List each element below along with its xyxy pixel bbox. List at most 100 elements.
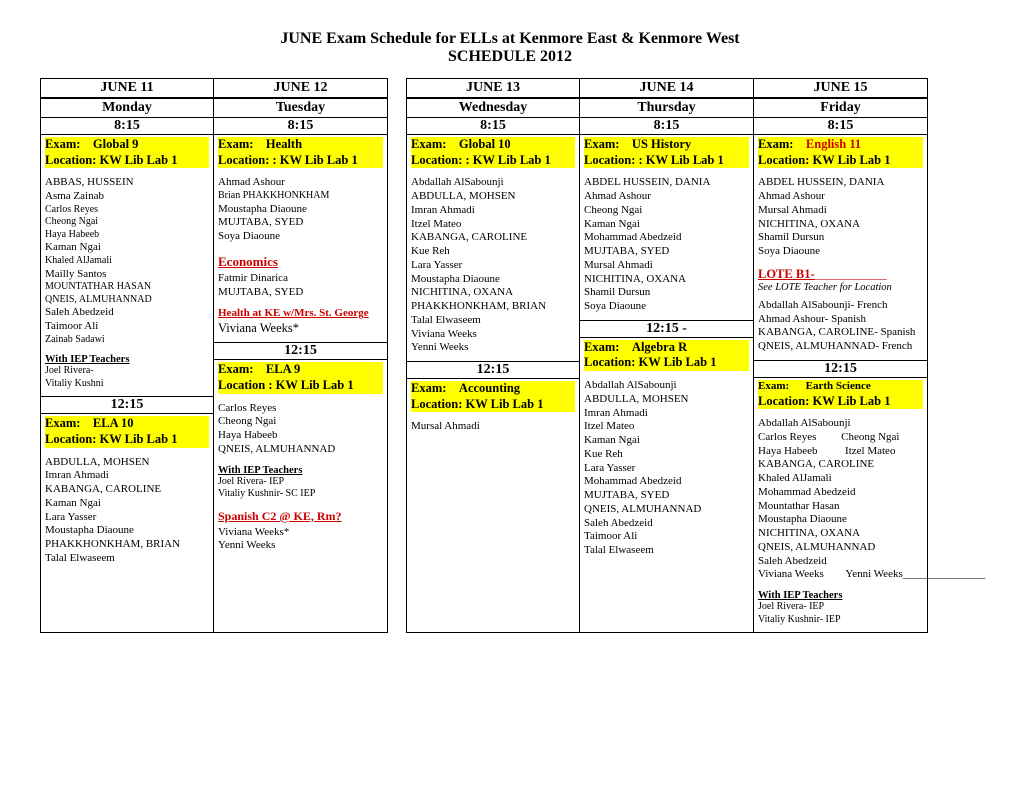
n: Talal Elwaseem <box>411 314 575 328</box>
exam-name: Accounting <box>459 381 520 395</box>
time-tue-pm: 12:15 <box>214 342 387 359</box>
n: Viviana Weeks <box>411 328 575 342</box>
n: Moustapha Diaoune <box>411 273 575 287</box>
n: ABDULLA, MOHSEN <box>45 456 209 470</box>
n: Fatmir Dinarica <box>218 272 383 286</box>
n: Shamil Dursun <box>584 286 749 300</box>
n: Kaman Ngai <box>45 497 209 511</box>
n: Mursal Ahmadi <box>411 420 575 434</box>
n: Imran Ahmadi <box>584 407 749 421</box>
econ-head: Economics <box>218 254 383 270</box>
cell-thu-am: Exam: US History Location: : KW Lib Lab … <box>580 134 753 320</box>
n: Taimoor Ali <box>45 320 209 334</box>
group-mon-tue: JUNE 11 Monday 8:15 Exam: Global 9 Locat… <box>40 78 388 633</box>
n: Yenni Weeks <box>411 341 575 355</box>
n: Imran Ahmadi <box>411 204 575 218</box>
n: Taimoor Ali <box>584 530 749 544</box>
n: Brian PHAKKHONKHAM <box>218 190 383 203</box>
n: Haya Habeeb Itzel Mateo <box>758 445 923 459</box>
exam-name: Global 10 <box>459 137 511 151</box>
n: Joel Rivera- <box>45 365 209 378</box>
health-ke-head: Health at KE w/Mrs. St. George <box>218 307 383 319</box>
n: Saleh Abedzeid <box>758 555 923 569</box>
loc: KW Lib Lab 1 <box>100 153 178 167</box>
n: PHAKKHONKHAM, BRIAN <box>45 538 209 552</box>
loc: : KW Lib Lab 1 <box>273 153 358 167</box>
n: Abdallah AlSabounji <box>758 417 923 431</box>
n: NICHITINA, OXANA <box>584 273 749 287</box>
n: Lara Yasser <box>45 511 209 525</box>
exam-label: Exam: <box>218 137 253 151</box>
n: Mailly Santos <box>45 268 209 282</box>
n: KABANGA, CAROLINE <box>411 231 575 245</box>
cell-fri-am: Exam: English 11 Location: KW Lib Lab 1 … <box>754 134 927 360</box>
iep-head: With IEP Teachers <box>758 590 923 601</box>
n: KABANGA, CAROLINE <box>45 483 209 497</box>
exam-label: Exam: <box>758 137 793 151</box>
n: Soya Diaoune <box>584 300 749 314</box>
n: Lara Yasser <box>584 462 749 476</box>
n: Mohammad Abedzeid <box>584 475 749 489</box>
cell-thu-pm: Exam: Algebra R Location: KW Lib Lab 1 A… <box>580 337 753 564</box>
n: Vitaliy Kushni <box>45 378 209 391</box>
n: Carlos Reyes <box>218 402 383 416</box>
loc-label: Location: <box>45 432 96 446</box>
loc-label: Location: <box>584 355 635 369</box>
exam-label: Exam: <box>218 362 253 376</box>
lote-note: See LOTE Teacher for Location <box>758 282 923 293</box>
exam-label: Exam: <box>45 137 80 151</box>
exam-label: Exam: <box>45 416 80 430</box>
n: Kaman Ngai <box>584 434 749 448</box>
exam-label: Exam: <box>411 381 446 395</box>
n: Itzel Mateo <box>584 420 749 434</box>
time-tue-am: 8:15 <box>214 118 387 134</box>
n: Kaman Ngai <box>45 241 209 255</box>
date-wed: JUNE 13 <box>407 78 579 98</box>
loc: KW Lib Lab 1 <box>100 432 178 446</box>
n: Ahmad Ashour- Spanish <box>758 313 923 327</box>
n: Mohammad Abedzeid <box>584 231 749 245</box>
loc: : KW Lib Lab 1 <box>466 153 551 167</box>
n: Abdallah AlSabounji- French <box>758 299 923 313</box>
date-thu: JUNE 14 <box>580 78 753 98</box>
page-subtitle: SCHEDULE 2012 <box>40 48 980 66</box>
exam-name: Global 9 <box>93 137 139 151</box>
n: Haya Habeeb <box>45 229 209 242</box>
n: ABDEL HUSSEIN, DANIA <box>584 176 749 190</box>
time-wed-pm: 12:15 <box>407 361 579 378</box>
n: QNEIS, ALMUHANNAD <box>218 443 383 457</box>
n: QNEIS, ALMUHANNAD- French <box>758 340 923 354</box>
n: Abdallah AlSabounji <box>584 379 749 393</box>
loc: : KW Lib Lab 1 <box>268 378 353 392</box>
n: QNEIS, ALMUHANNAD <box>758 541 923 555</box>
n: Ahmad Ashour <box>758 190 923 204</box>
n: Soya Diaoune <box>758 245 923 259</box>
n: Kue Reh <box>411 245 575 259</box>
n: QNEIS, ALMUHANNAD <box>584 503 749 517</box>
n: Khaled AlJamali <box>45 255 209 268</box>
time-fri-pm: 12:15 <box>754 360 927 377</box>
n: Moustapha Diaoune <box>45 524 209 538</box>
exam-label: Exam: <box>411 137 446 151</box>
time-fri-am: 8:15 <box>754 118 927 134</box>
dow-fri: Friday <box>754 98 927 118</box>
date-mon: JUNE 11 <box>41 78 213 98</box>
n: Soya Diaoune <box>218 230 383 244</box>
n: Carlos Reyes <box>45 204 209 217</box>
n: MOUNTATHAR HASAN <box>45 281 209 294</box>
loc-label: Location: <box>218 153 269 167</box>
cell-mon-pm: Exam: ELA 10 Location: KW Lib Lab 1 ABDU… <box>41 413 213 571</box>
exam-label: Exam: <box>584 137 619 151</box>
n: Moustapha Diaoune <box>758 513 923 527</box>
n: Saleh Abedzeid <box>45 306 209 320</box>
n: MUJTABA, SYED <box>584 489 749 503</box>
iep-head: With IEP Teachers <box>218 465 383 476</box>
n: Mursal Ahmadi <box>584 259 749 273</box>
n: Lara Yasser <box>411 259 575 273</box>
n: NICHITINA, OXANA <box>411 286 575 300</box>
schedule-grid: JUNE 11 Monday 8:15 Exam: Global 9 Locat… <box>40 78 980 633</box>
spanish-head: Spanish C2 @ KE, Rm? <box>218 509 383 524</box>
time-mon-am: 8:15 <box>41 118 213 134</box>
n: Haya Habeeb <box>218 429 383 443</box>
col-tue: JUNE 12 Tuesday 8:15 Exam: Health Locati… <box>214 78 388 633</box>
